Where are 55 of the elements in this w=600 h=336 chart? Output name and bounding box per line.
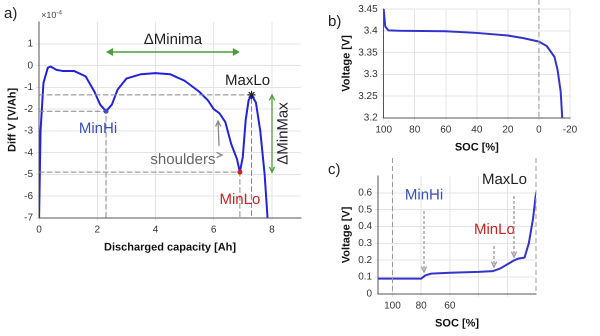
- x-tick-label: 60: [444, 300, 456, 312]
- y-tick-label: 1: [28, 38, 34, 50]
- x-tick-label: 2: [94, 224, 101, 236]
- y-tick-label: 0: [366, 288, 373, 300]
- y-tick-label: 0.3: [358, 238, 373, 250]
- text: a): [4, 5, 18, 22]
- x-tick-label: 8: [269, 224, 276, 236]
- y-tick-label: 3.45: [358, 4, 378, 15]
- y-axis-title: Voltage [V]: [340, 34, 353, 92]
- y-tick-label: -7: [24, 212, 34, 224]
- annotation: ΔMinMax: [274, 102, 292, 165]
- text: b): [328, 13, 342, 30]
- y-tick-label: 3.25: [358, 90, 378, 102]
- y-tick-label: -5: [24, 169, 34, 180]
- annotation: MinLo: [219, 191, 260, 208]
- y-tick-label: 0.2: [358, 254, 373, 266]
- annotation: MaxLo: [225, 72, 270, 89]
- y-tick-label: -1: [24, 82, 34, 94]
- x-axis-title: SOC [%]: [435, 317, 480, 330]
- y-tick-label: 3.4: [364, 26, 378, 37]
- y-axis-title: Voltage [V]: [340, 206, 353, 264]
- x-tick-label: 0: [36, 224, 42, 236]
- annotation: shoulders: [150, 151, 216, 168]
- y-tick-label: 0.4: [358, 221, 373, 232]
- text: c): [328, 161, 340, 178]
- x-tick-label: 40: [471, 124, 483, 136]
- y-tick-label: 0.1: [358, 272, 373, 283]
- x-tick-label: 80: [409, 124, 421, 136]
- x-axis-title: SOC [%]: [454, 141, 500, 154]
- annotation: MaxLo: [482, 171, 527, 188]
- x-tick-label: 100: [384, 300, 402, 312]
- y-tick-label: 3.35: [358, 47, 378, 58]
- y-tick-label: 0.5: [358, 204, 373, 216]
- x-tick-label: 0: [536, 124, 542, 136]
- x-tick-label: 60: [440, 124, 452, 136]
- x-tick-label: 6: [210, 224, 217, 236]
- x-tick-label: -20: [562, 124, 578, 136]
- x-axis-title: Discharged capacity [Ah]: [104, 241, 236, 254]
- y-tick-label: 3.2: [364, 112, 378, 124]
- y-tick-label: -6: [24, 190, 34, 202]
- y-tick-label: -3: [24, 126, 34, 137]
- y-tick-label: 3.3: [364, 69, 378, 80]
- y-tick-label: -2: [24, 104, 34, 115]
- y-tick-label: -4: [24, 147, 34, 158]
- annotation: MinHi: [404, 186, 444, 204]
- x-tick-label: 100: [375, 124, 392, 136]
- annotation: MinLo: [474, 221, 515, 238]
- annotation: ΔMinima: [144, 31, 203, 48]
- x-tick-label: 4: [152, 224, 159, 236]
- y-tick-label: 0.6: [358, 188, 373, 199]
- x-tick-label: 80: [416, 300, 428, 312]
- y-tick-label: 0: [28, 60, 34, 72]
- x-tick-label: 20: [502, 124, 514, 136]
- annotation: MinHi: [78, 120, 118, 138]
- y-axis-title: Diff V [V/Ah]: [6, 87, 19, 152]
